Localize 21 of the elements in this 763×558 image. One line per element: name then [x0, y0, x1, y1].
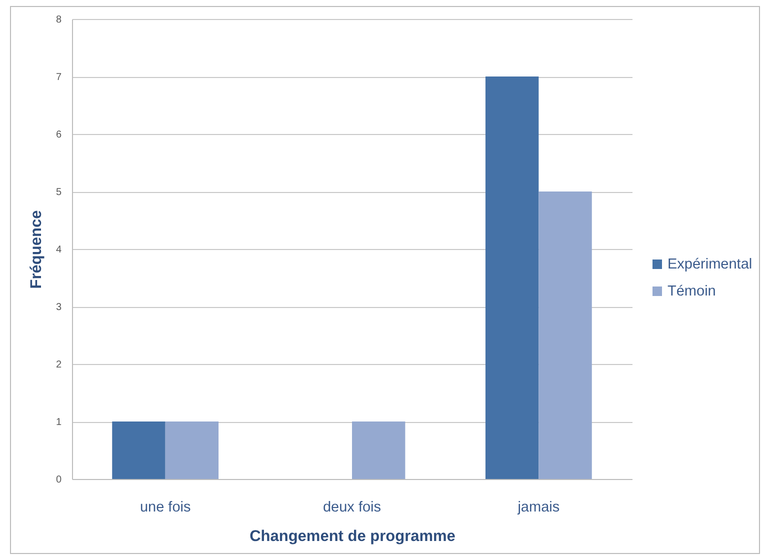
x-axis-title: Changement de programme: [250, 528, 456, 545]
y-tick-label: 6: [56, 130, 62, 140]
y-tick-label: 3: [56, 302, 62, 313]
y-axis-title: Fréquence: [28, 210, 45, 289]
bar: [485, 76, 539, 479]
bar: [165, 422, 219, 479]
bar: [352, 422, 406, 479]
bar: [112, 422, 166, 479]
bar: [538, 192, 592, 479]
x-tick-label: jamais: [516, 500, 560, 516]
y-tick-label: 0: [56, 474, 62, 486]
y-tick-label: 4: [56, 244, 62, 256]
y-tick-label: 1: [56, 417, 62, 428]
legend-label: Expérimental: [668, 256, 752, 272]
y-tick-label: 2: [56, 360, 62, 370]
y-tick-label: 7: [56, 72, 62, 83]
x-tick-label: une fois: [140, 500, 191, 516]
x-tick-label: deux fois: [322, 500, 382, 516]
legend-label: Témoin: [668, 283, 716, 300]
y-tick-label: 8: [56, 14, 62, 26]
y-tick-label: 5: [56, 187, 62, 198]
